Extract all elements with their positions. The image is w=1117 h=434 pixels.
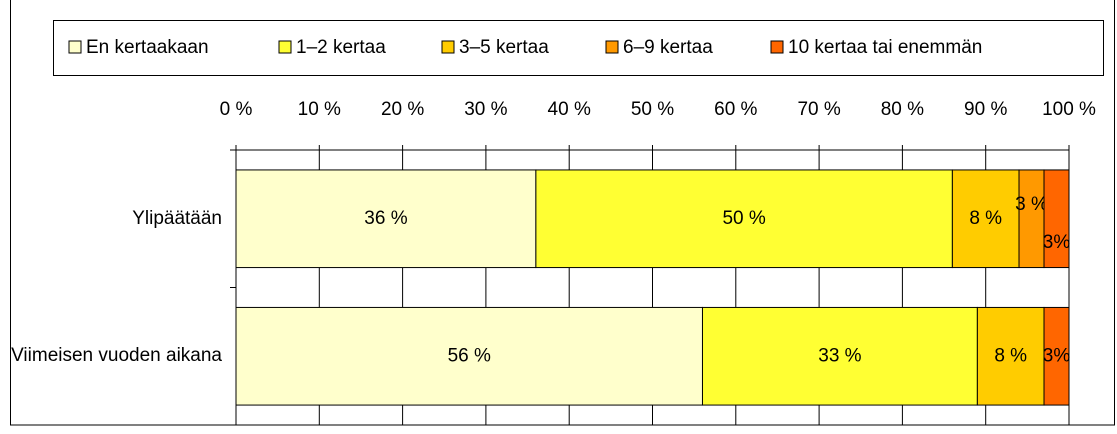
bar-segment xyxy=(1043,169,1070,269)
bar-segment xyxy=(535,169,953,269)
x-tick-label: 60 % xyxy=(714,99,757,120)
x-tick-label: 50 % xyxy=(631,99,674,120)
bar-segment xyxy=(1043,306,1070,406)
x-tick-label: 100 % xyxy=(1042,99,1096,120)
y-tick-label: Viimeisen vuoden aikana xyxy=(10,326,222,386)
data-label: 3% xyxy=(1043,232,1071,253)
bar-segment xyxy=(951,169,1020,269)
x-tick-label: 10 % xyxy=(298,99,341,120)
x-tick-label: 70 % xyxy=(797,99,840,120)
data-label: 33 % xyxy=(818,345,861,366)
bar-segment xyxy=(235,306,703,406)
data-label: 50 % xyxy=(722,208,765,229)
legend-swatch xyxy=(68,40,82,54)
bar-segment xyxy=(1018,169,1045,269)
x-tick-label: 20 % xyxy=(381,99,424,120)
legend-box xyxy=(53,20,1104,76)
legend-swatch xyxy=(770,40,784,54)
x-tick-label: 90 % xyxy=(964,99,1007,120)
legend-swatch xyxy=(605,40,619,54)
data-label: 8 % xyxy=(994,345,1027,366)
x-tick-label: 40 % xyxy=(548,99,591,120)
legend-swatch xyxy=(278,40,292,54)
category-text: Viimeisen vuoden aikana xyxy=(11,345,222,367)
legend-label: 1–2 kertaa xyxy=(296,37,386,58)
legend-label: 10 kertaa tai enemmän xyxy=(788,37,982,58)
data-label: 8 % xyxy=(969,208,1002,229)
legend-swatch xyxy=(441,40,455,54)
x-tick-label: 30 % xyxy=(464,99,507,120)
bar-segment xyxy=(976,306,1045,406)
bar-segment xyxy=(701,306,978,406)
legend-label: 3–5 kertaa xyxy=(459,37,549,58)
x-tick-label: 80 % xyxy=(881,99,924,120)
data-label: 3 % xyxy=(1015,194,1048,215)
chart-border xyxy=(10,0,1115,426)
category-text: Ylipäätään xyxy=(132,207,222,229)
x-tick-label: 0 % xyxy=(220,99,253,120)
legend-label: En kertaakaan xyxy=(86,37,209,58)
data-label: 36 % xyxy=(364,208,407,229)
data-label: 3% xyxy=(1043,345,1071,366)
data-label: 56 % xyxy=(448,345,491,366)
legend-label: 6–9 kertaa xyxy=(623,37,713,58)
y-tick-label: Ylipäätään xyxy=(10,189,222,249)
bar-segment xyxy=(235,169,537,269)
